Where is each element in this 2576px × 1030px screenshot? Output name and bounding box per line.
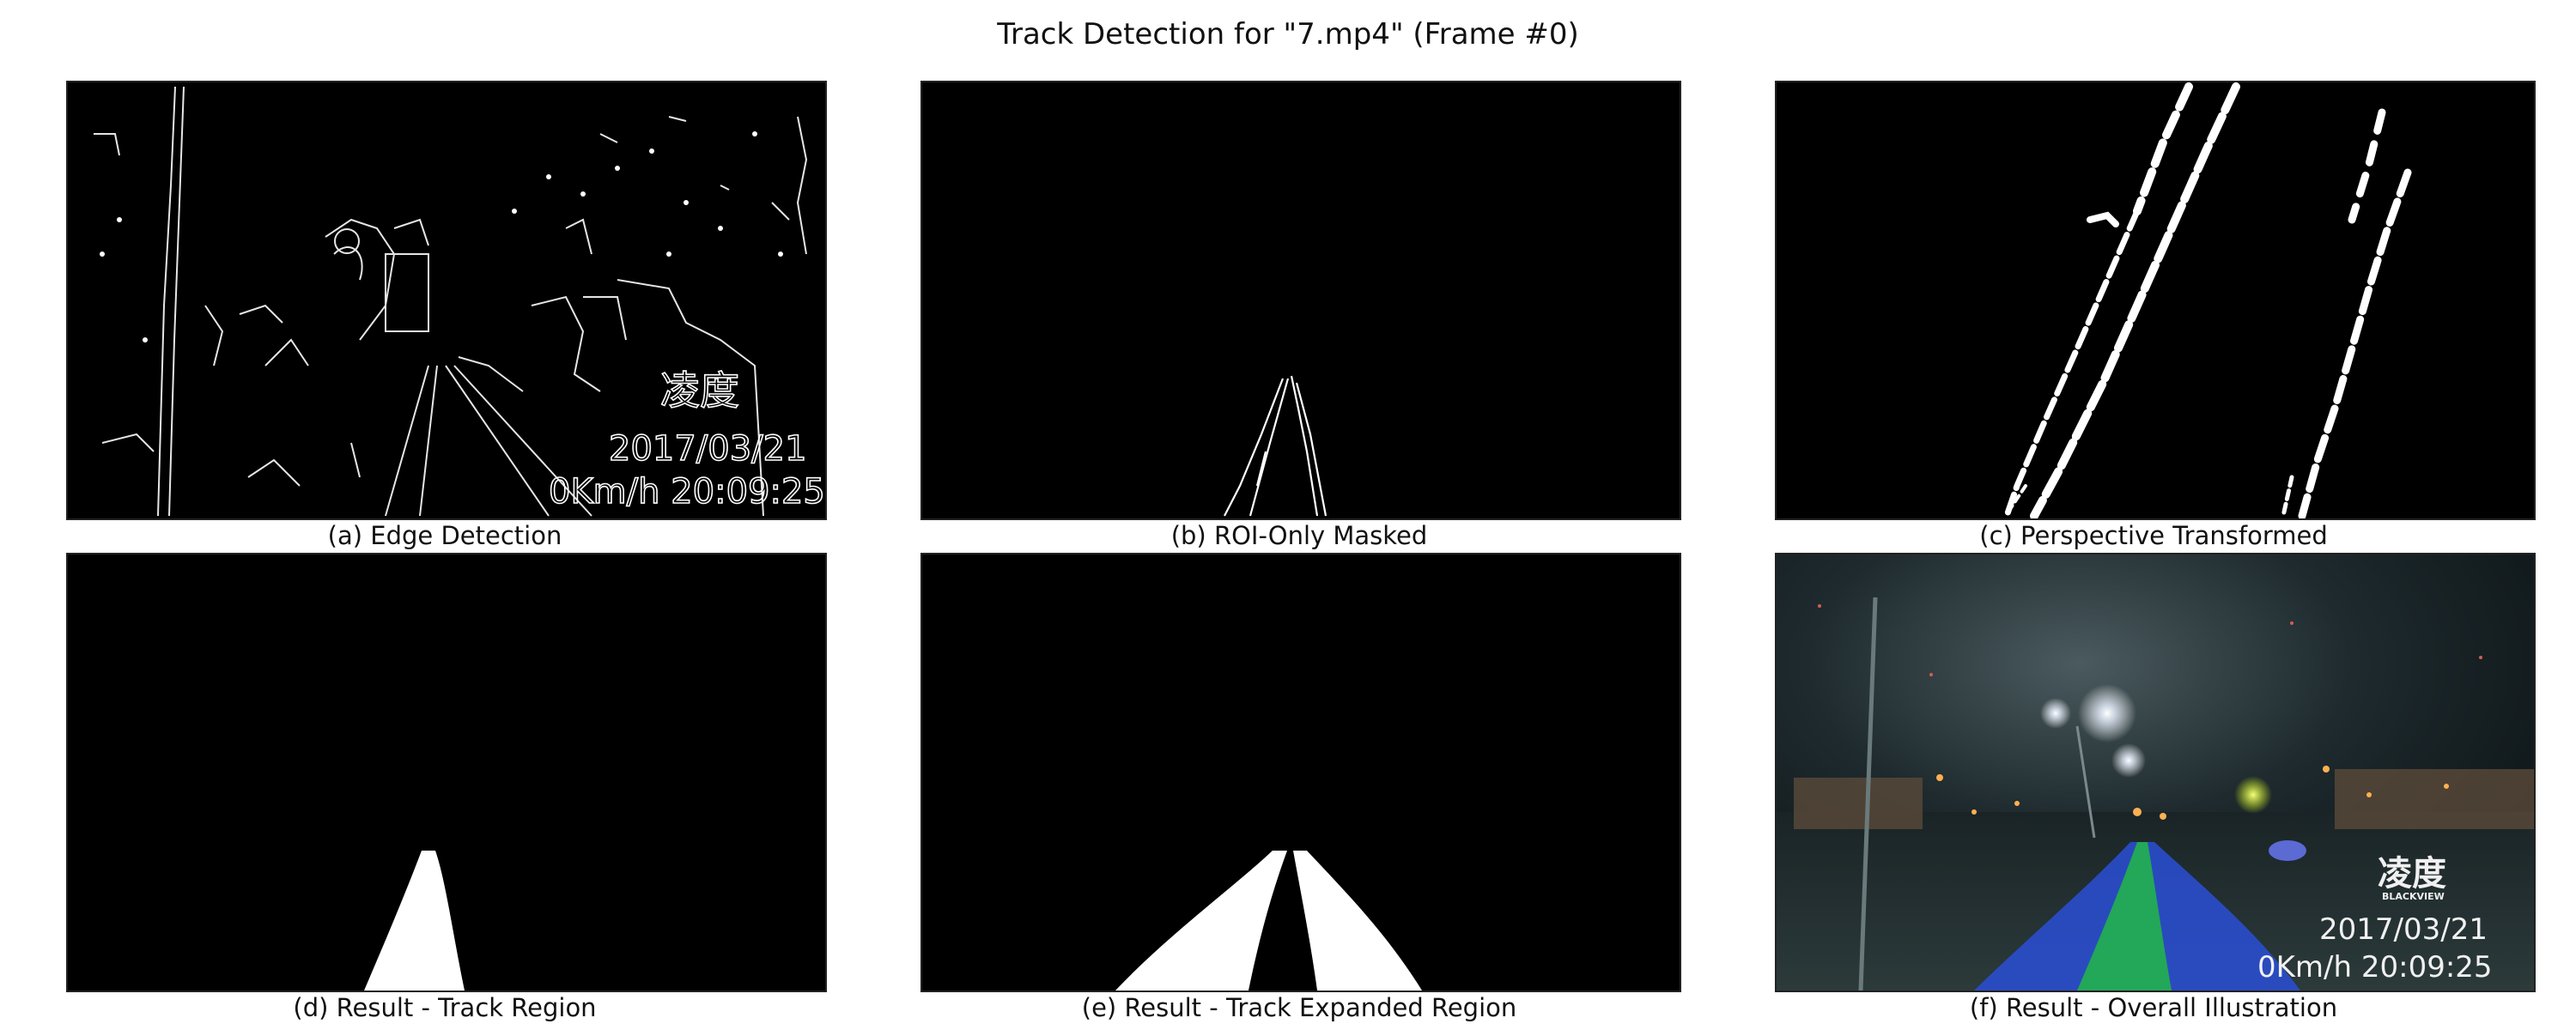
caption-track-region: (d) Result - Track Region (293, 993, 597, 1022)
caption-overall-illustration: (f) Result - Overall Illustration (1969, 993, 2338, 1022)
roi-masked-image (1224, 375, 1327, 517)
edge-detection-image: 凌度 2017/03/21 0Km/h 20:09:25 (94, 86, 825, 517)
panel-track-expanded-region (920, 553, 1681, 992)
edge-brand-text: 凌度 (660, 367, 739, 414)
caption-edge-detection: (a) Edge Detection (327, 521, 562, 550)
panel-track-region (66, 553, 827, 992)
overlay-date-text: 2017/03/21 (2319, 912, 2488, 947)
overlay-brand-text: 凌度 (2378, 854, 2446, 894)
track-expanded-region-image (1115, 851, 1422, 991)
caption-roi-masked: (b) ROI-Only Masked (1170, 521, 1428, 550)
panel-edge-detection: 凌度 2017/03/21 0Km/h 20:09:25 (66, 81, 827, 520)
panel-perspective-transformed (1775, 81, 2536, 520)
panel-overall-illustration: 凌度 BLACKVIEW 2017/03/21 0Km/h 20:09:25 (1775, 553, 2536, 992)
overall-illustration-image: 凌度 BLACKVIEW 2017/03/21 0Km/h 20:09:25 (1777, 554, 2534, 991)
edge-speed-time-text: 0Km/h 20:09:25 (549, 472, 825, 512)
figure-title: Track Detection for "7.mp4" (Frame #0) (997, 17, 1579, 52)
track-region-image (364, 851, 465, 991)
overlay-speed-time-text: 0Km/h 20:09:25 (2257, 950, 2493, 985)
caption-track-expanded-region: (e) Result - Track Expanded Region (1081, 993, 1517, 1022)
overlay-brand-sub-text: BLACKVIEW (2382, 891, 2445, 902)
caption-perspective-transformed: (c) Perspective Transformed (1979, 521, 2328, 550)
perspective-transformed-image (2003, 82, 2412, 518)
panel-roi-masked (920, 81, 1681, 520)
edge-date-text: 2017/03/21 (609, 429, 807, 469)
